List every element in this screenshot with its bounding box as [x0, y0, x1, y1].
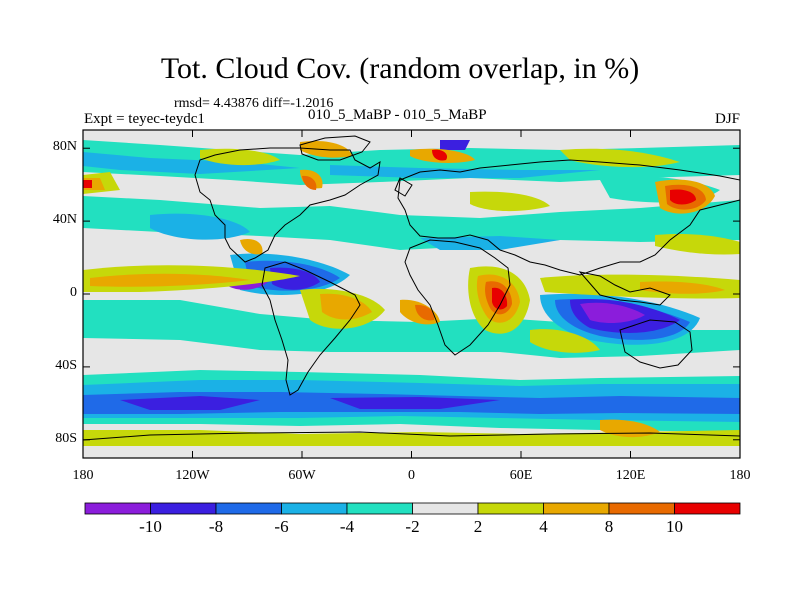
- season-label: DJF: [714, 111, 740, 127]
- stats-line: rmsd= 4.43876 diff=-1.2016: [174, 96, 333, 112]
- plot-title: Tot. Cloud Cov. (random overlap, in %): [160, 52, 640, 85]
- colorbar-label: 8: [604, 517, 614, 536]
- field-region: [560, 148, 680, 168]
- y-tick-label: 80N: [52, 139, 77, 155]
- field-region: [492, 287, 508, 310]
- field-region: [90, 273, 250, 287]
- field-region: [420, 236, 560, 250]
- colorbar-label: 10: [666, 517, 683, 536]
- coastline: [299, 135, 371, 161]
- coastline: [397, 159, 741, 276]
- coastline: [394, 177, 413, 197]
- colorbar-label: -6: [274, 517, 289, 536]
- colorbar-swatch: [674, 502, 741, 515]
- field-region: [83, 152, 300, 174]
- y-tick-label: 40N: [52, 212, 77, 228]
- coastline: [404, 239, 511, 356]
- diff-value: -1.2016: [290, 96, 334, 111]
- colorbar-swatch: [150, 502, 217, 515]
- field-region: [655, 233, 740, 255]
- field-region: [440, 140, 470, 150]
- x-tick-label: 60W: [288, 468, 316, 483]
- field-region: [470, 191, 550, 212]
- field-region: [270, 267, 320, 290]
- x-tick-label: 60E: [509, 468, 533, 483]
- y-tick-label: 40S: [55, 357, 77, 373]
- rmsd-value: 4.43876: [213, 96, 259, 111]
- field-region: [320, 293, 372, 320]
- x-tick-label: 180: [729, 468, 751, 483]
- x-tick-label: 180: [72, 468, 94, 483]
- colorbar-label: -2: [405, 517, 420, 536]
- colorbar-swatch: [608, 502, 675, 515]
- difference-label: 010_5_MaBP - 010_5_MaBP: [308, 107, 487, 123]
- field-region: [640, 281, 725, 294]
- colorbar-swatch: [477, 502, 544, 515]
- field-region: [240, 238, 263, 255]
- coastline-layer: [82, 135, 741, 441]
- colorbar-label: -8: [208, 517, 224, 536]
- x-tick-label: 120E: [615, 468, 646, 483]
- coastline: [194, 147, 381, 263]
- y-tick-label: 0: [70, 285, 77, 300]
- field-region: [120, 396, 260, 410]
- field-region: [530, 329, 600, 353]
- axis-ticks: [82, 130, 741, 458]
- field-region: [580, 302, 645, 323]
- y-tick-label: 80S: [55, 430, 77, 446]
- field-region: [432, 149, 448, 161]
- colorbar-label: 4: [539, 517, 548, 536]
- colorbar-label: -10: [139, 517, 162, 536]
- colorbar-label: 2: [473, 517, 483, 536]
- coastline: [619, 319, 693, 369]
- field-region: [83, 196, 740, 250]
- field-region: [302, 175, 317, 190]
- colorbar: [84, 502, 741, 515]
- rmsd-label: rmsd=: [174, 96, 210, 111]
- field-region: [330, 397, 500, 409]
- x-tick-label: 120W: [175, 468, 210, 483]
- colorbar-swatch: [412, 502, 479, 515]
- colorbar-swatch: [543, 502, 610, 515]
- coastline: [82, 431, 741, 441]
- colorbar-swatch: [281, 502, 348, 515]
- field-region: [415, 304, 435, 321]
- diff-label: diff=: [262, 96, 291, 111]
- coastline: [578, 271, 671, 306]
- field-region: [670, 189, 696, 205]
- colorbar-swatch: [346, 502, 413, 515]
- x-tick-label: 0: [408, 468, 415, 483]
- colorbar-label: -4: [339, 517, 355, 536]
- coastline: [261, 261, 361, 396]
- field-region: [83, 180, 92, 188]
- colorbar-swatch: [84, 502, 151, 515]
- experiment-label: Expt = teyec-teydc1: [84, 111, 205, 127]
- colorbar-swatch: [215, 502, 282, 515]
- field-region: [200, 148, 280, 166]
